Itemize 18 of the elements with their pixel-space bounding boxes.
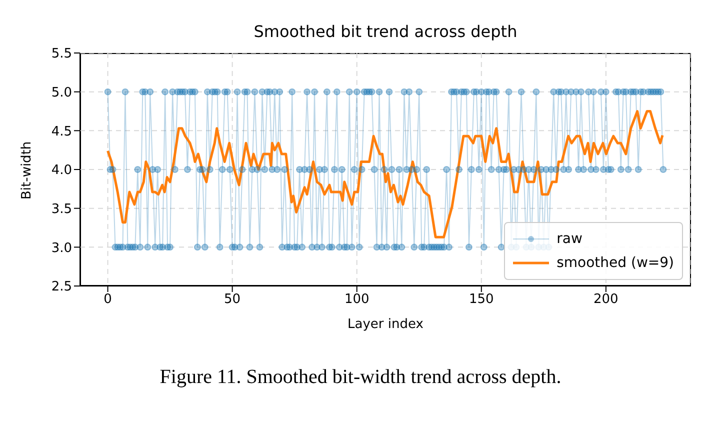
x-axis-title: Layer index	[348, 317, 424, 332]
y-tick-label: 4.0	[51, 163, 72, 178]
y-tick-label: 5.0	[51, 85, 72, 100]
y-tick-label: 3.0	[51, 240, 72, 256]
y-tick-label: 4.5	[51, 124, 72, 140]
x-tick-label: 50	[224, 292, 241, 308]
chart-title: Smoothed bit trend across depth	[252, 22, 518, 41]
y-tick-label: 5.5	[51, 46, 72, 62]
y-tick-label: 2.5	[51, 280, 72, 295]
caption: Figure 11. Smoothed bit-width trend across depth.	[158, 366, 562, 389]
y-axis-title: Bit-width	[20, 141, 35, 200]
legend-label: smoothed (w=9)	[556, 254, 674, 273]
x-tick-label: 200	[594, 292, 618, 308]
x-tick-label: 0	[104, 292, 112, 308]
y-tick-label: 3.5	[51, 202, 72, 217]
legend-label: raw	[556, 230, 582, 249]
x-tick-label: 150	[468, 292, 494, 308]
x-tick-label: 100	[344, 292, 370, 308]
